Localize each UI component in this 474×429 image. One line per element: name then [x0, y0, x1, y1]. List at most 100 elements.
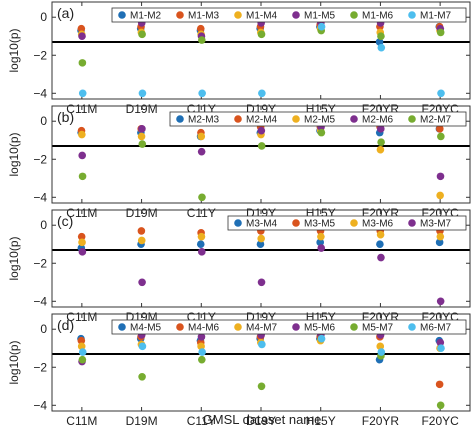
data-point: M6-M7 D19M: -0.9 — [138, 342, 147, 351]
legend-label: M1-M5 — [304, 11, 336, 22]
x-tick-label: F20YR — [362, 414, 400, 428]
y-axis-label: log10(p) — [7, 28, 21, 72]
legend-label: M1-M6 — [362, 11, 394, 22]
legend-marker — [292, 11, 300, 19]
panel-label: (b) — [57, 109, 74, 125]
legend-marker — [176, 11, 184, 19]
data-point: M2-M6 F20YC: -2.9 — [436, 172, 445, 181]
legend-marker — [408, 11, 416, 19]
y-tick-label: 0 — [40, 218, 47, 232]
data-point: M4-M6 C11M: -0.6 — [77, 336, 86, 345]
legend-marker — [118, 323, 126, 331]
legend-label: M3-M7 — [420, 219, 452, 230]
legend-label: M4-M5 — [130, 323, 162, 334]
data-point: M2-M5 D19M: -0.8 — [137, 132, 146, 141]
legend: M3-M4 M3-M5 M3-M6 M3-M7 — [227, 215, 467, 231]
data-point: M6-M7 C11Y: -1.2 — [198, 348, 206, 356]
x-tick-label: C11M — [66, 414, 97, 428]
data-point: M3-M6 F20YC: -0.6 — [436, 232, 445, 241]
data-point: M1-M6 F20YC: -0.8 — [436, 28, 445, 37]
legend-marker — [350, 11, 358, 19]
legend-label: M1-M3 — [188, 11, 220, 22]
legend-marker — [350, 115, 358, 123]
legend-marker — [234, 115, 242, 123]
data-point: M3-M4 H15Y: -0.9 — [316, 238, 324, 247]
legend-box — [227, 215, 467, 231]
data-point: M3-M4 D19Y: -1 — [256, 240, 265, 249]
legend-label: M5-M7 — [362, 323, 394, 334]
axes-frame — [51, 1, 471, 100]
y-tick-label: −2 — [33, 152, 47, 166]
data-point: M6-M7 C11M: -1.2 — [78, 348, 87, 356]
legend-label: M1-M4 — [246, 11, 278, 22]
data-point: M6-M7 D19Y: -0.8 — [258, 340, 266, 349]
data-point: M3-M7 F20YC: -4 — [436, 297, 445, 306]
data-point: M1-M7 H15Y: -0.5 — [317, 22, 326, 31]
legend-label: M1-M7 — [420, 11, 452, 22]
legend-marker — [350, 219, 358, 227]
data-point: M3-M4 F20YC: -0.9 — [435, 238, 444, 247]
x-tick-label: C11Y — [187, 414, 216, 428]
data-point: M1-M7 D19Y: -4 — [258, 89, 266, 98]
legend: M4-M5 M4-M6 M4-M7 M5-M6 M5-M7 M6-M7 — [111, 319, 467, 335]
data-point: M3-M7 D19M: -3 — [138, 278, 146, 287]
data-point: M1-M7 C11M: -4 — [78, 89, 87, 98]
legend-marker — [234, 323, 242, 331]
y-tick-label: −2 — [33, 256, 47, 270]
x-axis-label: GMSL dataset name — [203, 412, 322, 427]
axes-frame — [51, 209, 471, 308]
y-tick-label: −4 — [33, 190, 47, 204]
x-tick-label: F20YC — [421, 414, 459, 428]
axes-frame — [51, 313, 471, 412]
data-point: M1-M7 D19M: -4 — [138, 89, 147, 98]
legend-marker — [408, 219, 416, 227]
data-point: M2-M6 F20YR: -0.4 — [376, 125, 385, 133]
data-point: M1-M7 F20YC: -4 — [437, 89, 445, 98]
data-point: M3-M4 F20YR: -1 — [376, 240, 384, 249]
y-tick-label: −2 — [33, 48, 47, 62]
data-point: M3-M5 D19M: -0.3 — [137, 227, 146, 235]
data-point: M1-M2 F20YR: -1.3 — [375, 38, 384, 46]
data-point: M6-M7 F20YC: -1 — [437, 344, 445, 353]
x-tick-label: H15Y — [306, 414, 336, 428]
x-tick-label: D19M — [126, 414, 158, 428]
y-tick-label: 0 — [40, 322, 47, 336]
panel-4: 0 −2 −4 C11M D19M C11Y D19Y H15Y F20YR F20YC M4-M5… — [7, 313, 471, 428]
legend-label: M2-M7 — [420, 115, 452, 126]
data-point: M3-M4 C11Y: -1 — [196, 240, 205, 249]
data-point: M1-M5 C11M: -1 — [78, 32, 86, 41]
data-point: M2-M7 C11M: -2.9 — [78, 172, 87, 181]
y-tick-label: 0 — [40, 10, 47, 24]
y-axis-label: log10(p) — [7, 236, 21, 280]
data-point: M6-M7 F20YR: -1.2 — [377, 348, 386, 356]
data-point: M4-M7 C11Y: -0.9 — [197, 342, 205, 351]
data-point: M1-M6 D19Y: -0.9 — [257, 30, 266, 39]
data-point: M3-M7 H15Y: -1.2 — [317, 244, 326, 252]
legend-label: M2-M4 — [246, 115, 278, 126]
data-point: M3-M5 C11M: -0.6 — [77, 232, 86, 241]
y-tick-label: −4 — [33, 398, 47, 412]
panel-label: (c) — [57, 213, 73, 229]
data-point: M3-M6 H15Y: -0.6 — [317, 232, 325, 241]
data-point: M5-M7 F20YC: -4 — [436, 401, 445, 410]
legend: M1-M2 M1-M3 M1-M4 M1-M5 M1-M6 M1-M7 — [111, 7, 467, 23]
legend-label: M5-M6 — [304, 323, 336, 334]
data-point: M3-M7 C11M: -1.4 — [78, 248, 87, 256]
y-tick-label: −4 — [33, 86, 47, 100]
legend-marker — [176, 115, 184, 123]
data-point: M2-M7 F20YC: -0.8 — [437, 132, 445, 141]
legend-label: M3-M5 — [304, 219, 336, 230]
data-point: M1-M6 C11Y: -1.2 — [198, 36, 206, 44]
data-point: M2-M7 D19Y: -1.3 — [257, 142, 266, 150]
x-tick-label: D19Y — [246, 414, 276, 428]
data-point: M2-M5 C11Y: -0.8 — [197, 132, 206, 141]
legend-label: M2-M5 — [304, 115, 336, 126]
legend-marker — [350, 323, 358, 331]
y-axis-label: log10(p) — [7, 132, 21, 176]
legend-box — [169, 111, 467, 127]
legend-marker — [292, 219, 300, 227]
data-point: M3-M6 F20YR: -0.5 — [376, 230, 385, 239]
